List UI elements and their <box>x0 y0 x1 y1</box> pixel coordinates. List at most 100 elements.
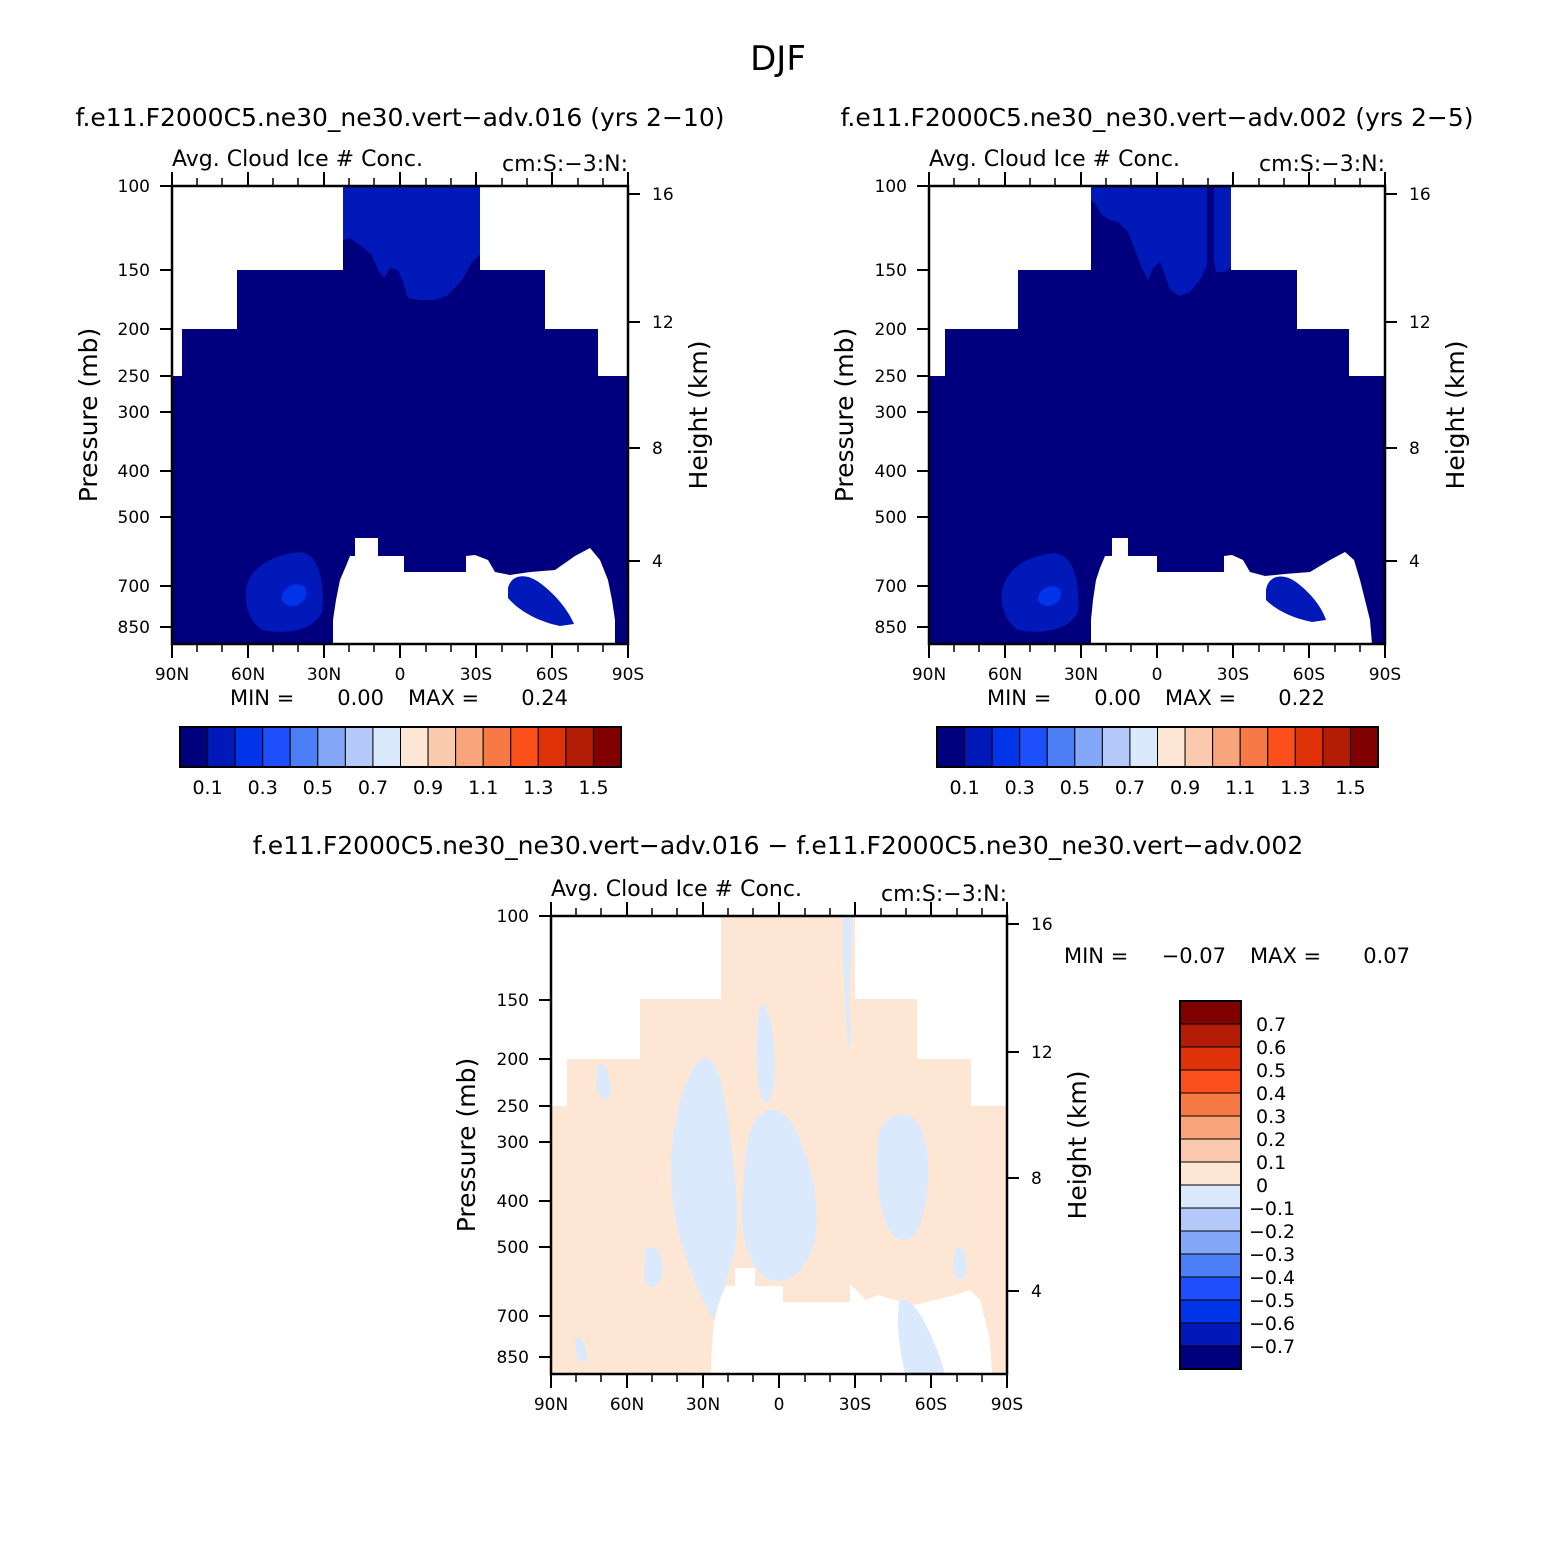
panel-diff-subtitle: Avg. Cloud Ice # Conc. <box>551 877 802 902</box>
y-tick-label: 250 <box>497 1097 529 1117</box>
y-tick-label: 400 <box>497 1192 529 1212</box>
panel-left: f.e11.F2000C5.ne30_ne30.vert−adv.016 (yr… <box>74 103 724 799</box>
colorbar-label: 0.3 <box>1005 777 1035 799</box>
x-tick-label: 60N <box>231 665 265 685</box>
height-tick-label: 16 <box>1031 915 1053 935</box>
panel-right-colorbar: 0.1 0.3 0.5 0.7 0.9 1.1 1.3 1.5 <box>936 726 1379 799</box>
x-tick-label: 60S <box>915 1395 947 1415</box>
panel-left-max-value: 0.24 <box>521 686 568 710</box>
panel-left-units: cm:S:−3:N: <box>502 152 628 177</box>
colorbar-swatch <box>991 726 1021 768</box>
panel-diff-max-label: MAX = <box>1250 944 1321 968</box>
panel-left-field <box>172 186 628 644</box>
colorbar-swatch <box>262 726 291 768</box>
panel-right-x-ticks: 90N 60N 30N 0 30S 60S 90S <box>912 172 1401 685</box>
colorbar-label: 0.7 <box>1256 1014 1286 1036</box>
colorbar-swatch <box>1212 726 1241 768</box>
colorbar-label: 1.5 <box>1335 777 1365 799</box>
field-region-nh-core <box>1037 586 1062 606</box>
panel-right-ylabel-right: Height (km) <box>1441 341 1470 490</box>
y-tick-label: 300 <box>118 403 150 423</box>
colorbar-swatch <box>1239 726 1269 768</box>
panel-diff-colorbar: 0.70.60.50.40.30.20.10−0.1−0.2−0.3−0.4−0… <box>1179 1000 1295 1370</box>
y-tick-label: 150 <box>875 261 907 281</box>
colorbar-label: 0.5 <box>303 777 333 799</box>
x-tick-label: 60S <box>536 665 568 685</box>
y-tick-label: 700 <box>875 577 907 597</box>
colorbar-swatch <box>317 726 346 768</box>
colorbar-label: −0.1 <box>1249 1198 1295 1220</box>
colorbar-swatch <box>1179 1299 1242 1324</box>
colorbar-label: 0.3 <box>248 777 278 799</box>
y-tick-label: 400 <box>875 462 907 482</box>
colorbar-label: 0.4 <box>1256 1083 1286 1105</box>
colorbar-swatch <box>1179 1092 1242 1117</box>
panel-right-min-label: MIN = <box>987 686 1051 710</box>
panel-diff-min-label: MIN = <box>1064 944 1128 968</box>
panel-diff-height-ticks: 16 12 8 4 <box>1007 915 1053 1302</box>
colorbar-label: 0.9 <box>1170 777 1200 799</box>
colorbar-swatch <box>289 726 319 768</box>
colorbar-frame <box>936 726 1379 768</box>
colorbar-swatch <box>1267 726 1296 768</box>
x-tick-label: 30S <box>460 665 492 685</box>
colorbar-label: 0.1 <box>949 777 979 799</box>
colorbar-swatch <box>565 726 594 768</box>
panel-right-field <box>929 186 1385 644</box>
y-tick-label: 100 <box>118 177 150 197</box>
x-tick-label: 90S <box>1369 665 1401 685</box>
y-tick-label: 250 <box>118 367 150 387</box>
colorbar-swatch <box>1179 1207 1242 1232</box>
x-tick-label: 60N <box>988 665 1022 685</box>
panel-diff-minor-ticks <box>575 908 983 1382</box>
y-tick-label: 300 <box>875 403 907 423</box>
y-tick-label: 200 <box>875 320 907 340</box>
colorbar-swatch <box>1179 1138 1242 1163</box>
colorbar-swatch <box>1349 726 1379 768</box>
colorbar-label: 1.1 <box>468 777 498 799</box>
colorbar-swatch <box>179 726 209 768</box>
field-region-sh-lobe <box>508 576 574 626</box>
field-region-negative <box>756 1004 776 1103</box>
panel-diff-units: cm:S:−3:N: <box>881 882 1007 907</box>
height-tick-label: 8 <box>652 439 663 459</box>
panel-diff-ylabel: Pressure (mb) <box>452 1058 481 1232</box>
colorbar-label: −0.3 <box>1249 1244 1295 1266</box>
colorbar-swatch <box>482 726 512 768</box>
panel-left-ylabel-right: Height (km) <box>684 341 713 490</box>
field-region-base <box>172 186 628 644</box>
colorbar-frame <box>1179 1000 1242 1370</box>
panel-right-height-ticks: 16 12 8 4 <box>1385 185 1431 572</box>
colorbar-swatch <box>1179 1115 1242 1140</box>
field-region-nh-lobe <box>1001 553 1079 632</box>
x-tick-label: 90S <box>612 665 644 685</box>
colorbar-swatch <box>1294 726 1324 768</box>
panel-difference: f.e11.F2000C5.ne30_ne30.vert−adv.016 − f… <box>253 831 1410 1415</box>
panel-left-min-value: 0.00 <box>337 686 384 710</box>
colorbar-label: 0 <box>1256 1175 1268 1197</box>
y-tick-label: 700 <box>497 1307 529 1327</box>
x-tick-label: 90S <box>991 1395 1023 1415</box>
x-tick-label: 90N <box>534 1395 568 1415</box>
colorbar-swatch <box>537 726 567 768</box>
panel-left-title: f.e11.F2000C5.ne30_ne30.vert−adv.016 (yr… <box>76 103 725 132</box>
colorbar-label: −0.5 <box>1249 1290 1295 1312</box>
panel-left-height-ticks: 16 12 8 4 <box>628 185 674 572</box>
height-tick-label: 12 <box>1031 1043 1053 1063</box>
field-region-negative <box>953 1246 967 1280</box>
colorbar-swatch <box>1184 726 1214 768</box>
panel-right-max-label: MAX = <box>1165 686 1236 710</box>
panel-diff-title: f.e11.F2000C5.ne30_ne30.vert−adv.016 − f… <box>253 831 1303 860</box>
field-region-negative <box>843 916 853 1050</box>
x-tick-label: 90N <box>912 665 946 685</box>
colorbar-label: 0.7 <box>1115 777 1145 799</box>
colorbar-swatch <box>372 726 401 768</box>
y-tick-label: 150 <box>497 991 529 1011</box>
height-tick-label: 4 <box>652 552 663 572</box>
panel-diff-ylabel-right: Height (km) <box>1063 1071 1092 1220</box>
x-tick-label: 0 <box>774 1395 785 1415</box>
colorbar-swatch <box>1179 1046 1242 1071</box>
y-tick-label: 200 <box>497 1050 529 1070</box>
colorbar-swatch <box>1129 726 1158 768</box>
